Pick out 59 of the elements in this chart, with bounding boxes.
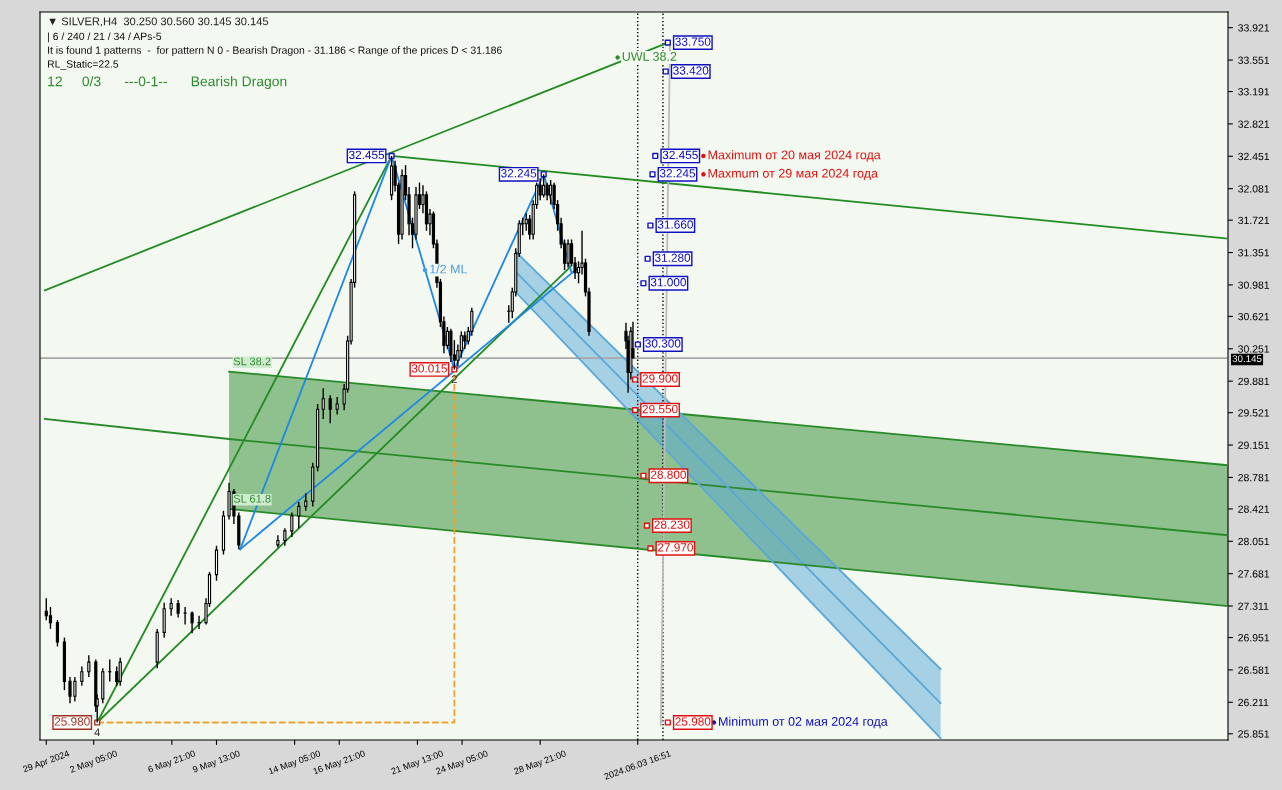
y-tick-label: 31.351	[1238, 249, 1270, 257]
data-label: Maxmum от 29 мая 2024 года	[708, 168, 878, 181]
y-tick-label: 30.981	[1238, 281, 1270, 289]
y-tick-label: 33.921	[1238, 24, 1270, 32]
data-label: 27.970	[657, 543, 693, 552]
data-label: Minimum от 02 мая 2024 года	[719, 716, 888, 729]
y-tick-label: 32.451	[1238, 152, 1270, 161]
annotation: It is found 1 patterns - for pattern N 0 - Bearish Dragon - 31.186 < Range of the prices D < 31.186	[48, 46, 502, 56]
data-label: Maximum от 20 мая 2024 года	[708, 150, 881, 162]
data-label: 31.660	[657, 220, 693, 229]
y-tick-label: 29.521	[1238, 409, 1270, 417]
y-tick-label: 26.211	[1238, 698, 1269, 707]
data-label: 32.455	[662, 150, 698, 160]
data-label: 25.980	[675, 717, 711, 726]
y-tick-label: 30.251	[1238, 345, 1270, 353]
y-tick-label: 28.421	[1238, 505, 1270, 513]
data-label: 28.800	[650, 470, 687, 479]
y-tick-label: 28.781	[1238, 473, 1270, 482]
data-label: 33.420	[673, 66, 709, 75]
data-label: UWL 38.2	[622, 52, 677, 61]
data-label: 28.230	[654, 520, 690, 529]
annotation: 2	[451, 375, 457, 384]
y-tick-label: 32.821	[1238, 120, 1270, 128]
x-tick-label: 2 May 05:00	[69, 750, 119, 775]
data-label: 33.750	[675, 37, 711, 46]
y-tick-label: 31.721	[1238, 216, 1270, 225]
y-tick-label: 27.681	[1238, 570, 1270, 578]
y-tick-label: 32.081	[1238, 185, 1270, 193]
data-label: 1/2 ML	[430, 264, 468, 274]
y-tick-label: 29.881	[1238, 377, 1270, 386]
annotation: RL_Static=22.5	[47, 60, 119, 70]
ref-line-label: 30.145	[1232, 355, 1262, 363]
data-label: 30.300	[645, 339, 681, 348]
y-tick-label: 33.551	[1238, 56, 1270, 64]
x-tick-label: 29 Apr 2024	[22, 750, 71, 775]
data-label: 31.000	[650, 278, 687, 287]
annotation: 12 0/3 ---0-1-- Bearish Dragon	[48, 76, 287, 90]
y-tick-label: 33.191	[1238, 88, 1270, 96]
data-label: 32.245	[659, 169, 696, 178]
y-tick-label: 29.151	[1238, 441, 1270, 449]
annotation: SL 61.8	[233, 494, 271, 503]
x-tick-label: 28 May 21:00	[513, 750, 567, 777]
data-label: 32.245	[501, 169, 537, 178]
chart-title: ▼ SILVER,H4 30.250 30.560 30.145 30.145	[49, 17, 269, 27]
data-label: 31.280	[655, 253, 691, 262]
data-label: 32.455	[348, 150, 385, 160]
y-tick-label: 26.951	[1238, 634, 1270, 642]
y-tick-label: 26.581	[1238, 666, 1270, 674]
annotation: | 6 / 240 / 21 / 34 / APs-5	[48, 32, 162, 43]
data-label: 30.015	[411, 364, 447, 373]
annotation: 4	[94, 728, 100, 737]
y-tick-label: 28.051	[1238, 537, 1270, 546]
data-label: 25.980	[54, 717, 90, 726]
annotation: SL 38.2	[233, 357, 271, 366]
data-label: 29.900	[642, 374, 678, 383]
y-tick-label: 27.311	[1238, 602, 1269, 610]
y-tick-label: 30.621	[1238, 312, 1270, 321]
data-label: 29.550	[642, 404, 678, 414]
y-tick-label: 25.851	[1238, 730, 1270, 738]
